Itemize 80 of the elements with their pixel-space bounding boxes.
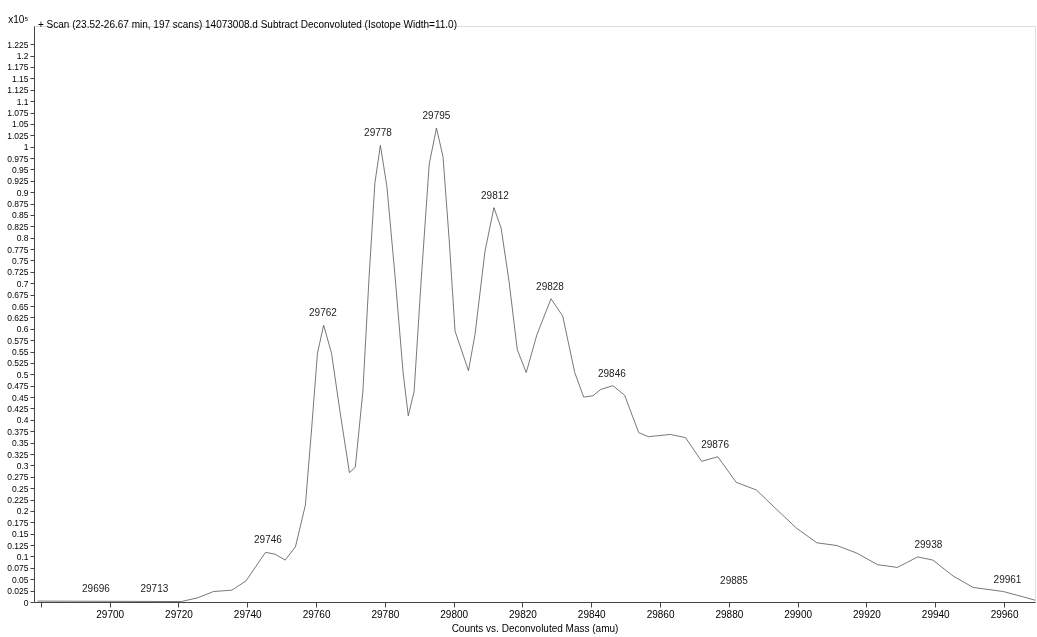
annotation: 29876 — [701, 438, 730, 450]
y-tick-label: 0.85 — [11, 210, 29, 221]
y-tick-label: 1.05 — [11, 119, 29, 130]
y-tick-label: 1 — [23, 142, 29, 153]
y-tick-label: 0.125 — [7, 540, 29, 551]
y-tick-label: 0.2 — [16, 506, 29, 517]
y-tick-label: 0.375 — [7, 426, 29, 437]
x-tick-label: 29800 — [440, 608, 469, 620]
annotation: 29828 — [536, 280, 565, 292]
x-tick-label: 29720 — [165, 608, 194, 620]
y-tick-label: 0.575 — [7, 335, 29, 346]
y-tick-label: 0.5 — [16, 369, 29, 380]
y-tick-label: 0.675 — [7, 290, 29, 301]
annotation: 29746 — [254, 534, 283, 546]
y-tick-label: 0.875 — [7, 199, 29, 210]
y-tick-label: 0.075 — [7, 563, 29, 574]
annotation: 29696 — [82, 583, 111, 595]
annotation: 29778 — [364, 127, 393, 139]
y-tick-label: 0.925 — [7, 176, 29, 187]
x-tick-label: 29820 — [509, 608, 538, 620]
x-tick-label: 29920 — [853, 608, 882, 620]
annotation: 29762 — [309, 307, 338, 319]
x-tick-label: 29940 — [921, 608, 951, 620]
y-tick-label: 0.35 — [11, 438, 29, 449]
x-tick-label: 29960 — [990, 608, 1019, 620]
y-tick-label: 1.125 — [7, 85, 29, 96]
y-tick-label: 0.1 — [16, 551, 29, 562]
y-tick-label: 0.725 — [7, 267, 29, 278]
y-tick-label: 1.075 — [7, 108, 29, 119]
x-axis-title: Counts vs. Deconvoluted Mass (amu) — [451, 622, 619, 634]
y-tick-label: 0.95 — [11, 164, 29, 175]
annotation: 29795 — [422, 110, 451, 121]
y-tick-label: 0.025 — [7, 586, 29, 597]
y-tick-label: 0.525 — [7, 358, 29, 369]
y-tick-label: 0.175 — [7, 517, 29, 528]
y-tick-label: 0.775 — [7, 244, 29, 255]
x-tick-label: 29760 — [302, 608, 331, 620]
annotation: 29812 — [481, 189, 510, 201]
y-tick-label: 0.8 — [16, 233, 29, 244]
y-tick-label: 0.55 — [11, 347, 29, 358]
annotation: 29846 — [597, 367, 627, 379]
y-tick-label: 0.975 — [7, 153, 29, 164]
y-tick-label: 0.475 — [7, 381, 29, 392]
y-tick-label: 0 — [23, 597, 29, 608]
y-tick-label: 0.3 — [16, 460, 29, 471]
y-tick-label: 1.1 — [16, 96, 29, 107]
x-tick-label: 29840 — [577, 608, 607, 620]
y-tick-label: 0.7 — [16, 278, 29, 289]
y-tick-label: 1.15 — [11, 73, 29, 84]
x-tick-label: 29880 — [715, 608, 744, 620]
y-tick-label: 1.225 — [7, 39, 29, 50]
y-tick-label: 0.6 — [16, 324, 29, 335]
x-tick-label: 29900 — [784, 608, 813, 620]
y-tick-label: 0.225 — [7, 495, 29, 506]
annotation: 29713 — [140, 583, 169, 595]
y-tick-label: 1.2 — [16, 51, 29, 62]
y-tick-label: 1.175 — [7, 62, 29, 73]
x-tick-label: 29780 — [371, 608, 400, 620]
y-tick-label: 0.45 — [11, 392, 29, 403]
y-tick-label: 0.25 — [11, 483, 29, 494]
annotation: 29938 — [914, 538, 943, 550]
y-tick-label: 0.05 — [11, 574, 29, 585]
y-tick-label: 0.15 — [11, 529, 29, 540]
x-tick-label: 29860 — [646, 608, 675, 620]
y-tick-label: 0.825 — [7, 221, 29, 232]
y-tick-label: 0.325 — [7, 449, 29, 460]
y-tick-label: 0.425 — [7, 403, 29, 414]
x-tick-label: 29740 — [233, 608, 263, 620]
y-axis-title: x10⁵ — [8, 13, 29, 25]
y-tick-label: 1.025 — [7, 130, 29, 141]
annotation: 29885 — [720, 575, 749, 586]
y-tick-label: 0.65 — [11, 301, 29, 312]
y-tick-label: 0.9 — [16, 187, 29, 198]
y-tick-label: 0.275 — [7, 472, 29, 483]
y-tick-label: 0.75 — [11, 256, 29, 266]
chart-title: + Scan (23.52-26.67 min, 197 scans) 14073008.d Subtract Deconvoluted (Isotope Width=11.0) — [38, 19, 457, 30]
x-tick-label: 29700 — [96, 608, 125, 620]
y-tick-label: 0.4 — [16, 415, 29, 426]
annotation: 29961 — [993, 573, 1022, 585]
y-tick-label: 0.625 — [7, 312, 29, 323]
